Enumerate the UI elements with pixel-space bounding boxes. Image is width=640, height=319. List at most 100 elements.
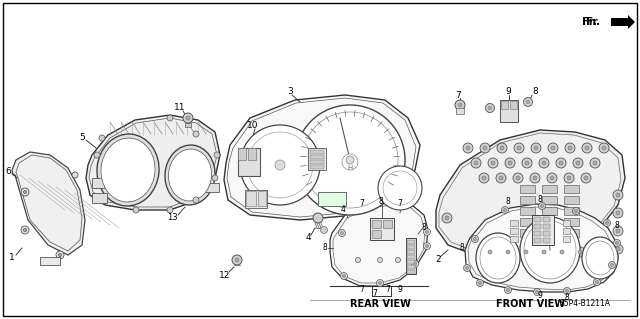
Text: 7: 7 xyxy=(455,91,461,100)
Text: Fr.: Fr. xyxy=(582,17,597,27)
Circle shape xyxy=(582,143,592,153)
Bar xyxy=(564,196,579,204)
Bar xyxy=(542,185,557,193)
Circle shape xyxy=(424,242,431,249)
Bar xyxy=(258,191,266,206)
Bar xyxy=(520,207,535,215)
Bar xyxy=(564,185,579,193)
Circle shape xyxy=(376,279,383,286)
Circle shape xyxy=(563,287,570,294)
Circle shape xyxy=(442,213,452,223)
Circle shape xyxy=(340,232,344,234)
Circle shape xyxy=(488,158,498,168)
Circle shape xyxy=(339,229,346,236)
Text: 4: 4 xyxy=(305,234,311,242)
Text: 7: 7 xyxy=(397,198,403,207)
Text: H: H xyxy=(348,165,353,171)
Text: FRONT VIEW: FRONT VIEW xyxy=(495,299,564,309)
Circle shape xyxy=(275,160,285,170)
Circle shape xyxy=(378,257,383,263)
Text: 8: 8 xyxy=(460,243,465,253)
Circle shape xyxy=(479,281,481,285)
Bar xyxy=(246,191,256,206)
Circle shape xyxy=(616,193,620,197)
Ellipse shape xyxy=(476,233,520,283)
Bar xyxy=(563,236,570,242)
Circle shape xyxy=(383,171,417,205)
Circle shape xyxy=(565,143,575,153)
Circle shape xyxy=(616,247,620,251)
Circle shape xyxy=(477,279,483,286)
Bar xyxy=(407,265,415,269)
Bar xyxy=(534,231,541,236)
Bar xyxy=(534,224,541,229)
Circle shape xyxy=(506,250,510,254)
Circle shape xyxy=(503,247,513,257)
Circle shape xyxy=(496,173,506,183)
Circle shape xyxy=(616,211,620,215)
Circle shape xyxy=(611,263,614,266)
Circle shape xyxy=(542,161,546,165)
Circle shape xyxy=(472,235,479,242)
Bar xyxy=(407,240,415,243)
Bar xyxy=(92,193,107,203)
Circle shape xyxy=(488,250,492,254)
Ellipse shape xyxy=(524,221,576,279)
Bar xyxy=(308,148,326,170)
Circle shape xyxy=(524,250,528,254)
Circle shape xyxy=(458,103,462,107)
Circle shape xyxy=(235,258,239,262)
Circle shape xyxy=(340,272,348,279)
Circle shape xyxy=(517,146,521,150)
Text: 8: 8 xyxy=(564,293,570,302)
Circle shape xyxy=(378,281,381,285)
Text: 5: 5 xyxy=(79,132,85,142)
Circle shape xyxy=(212,175,218,181)
Circle shape xyxy=(534,146,538,150)
Circle shape xyxy=(616,241,618,244)
Circle shape xyxy=(593,278,600,286)
Polygon shape xyxy=(611,15,635,29)
Text: 7: 7 xyxy=(372,288,378,298)
Circle shape xyxy=(550,176,554,180)
Bar xyxy=(318,192,346,206)
Text: 9: 9 xyxy=(397,286,403,294)
Bar xyxy=(510,220,518,226)
Circle shape xyxy=(584,176,588,180)
Circle shape xyxy=(505,158,515,168)
Circle shape xyxy=(412,261,419,268)
Bar xyxy=(542,218,557,226)
Text: 8: 8 xyxy=(379,197,383,206)
Bar xyxy=(238,148,246,160)
Circle shape xyxy=(133,207,139,213)
Circle shape xyxy=(538,203,545,210)
Circle shape xyxy=(564,173,574,183)
Text: Fr.: Fr. xyxy=(586,17,600,27)
Circle shape xyxy=(21,188,29,196)
Text: 7: 7 xyxy=(360,286,364,294)
Circle shape xyxy=(557,247,567,257)
Polygon shape xyxy=(12,152,85,255)
Circle shape xyxy=(21,226,29,234)
Circle shape xyxy=(232,255,242,265)
Text: 8: 8 xyxy=(323,243,328,253)
Bar xyxy=(542,229,557,237)
Bar xyxy=(542,196,557,204)
Bar xyxy=(407,260,415,263)
Circle shape xyxy=(99,135,105,141)
Circle shape xyxy=(504,209,506,211)
Bar xyxy=(543,217,550,222)
Bar xyxy=(407,270,415,273)
Bar xyxy=(520,196,535,204)
Circle shape xyxy=(590,158,600,168)
Bar xyxy=(310,160,324,164)
Bar xyxy=(543,224,550,229)
Bar xyxy=(40,257,60,265)
Text: 8: 8 xyxy=(614,220,620,229)
Bar xyxy=(520,218,535,226)
Circle shape xyxy=(568,146,572,150)
Circle shape xyxy=(483,146,487,150)
Bar xyxy=(510,228,518,234)
Ellipse shape xyxy=(97,134,159,206)
Circle shape xyxy=(581,173,591,183)
